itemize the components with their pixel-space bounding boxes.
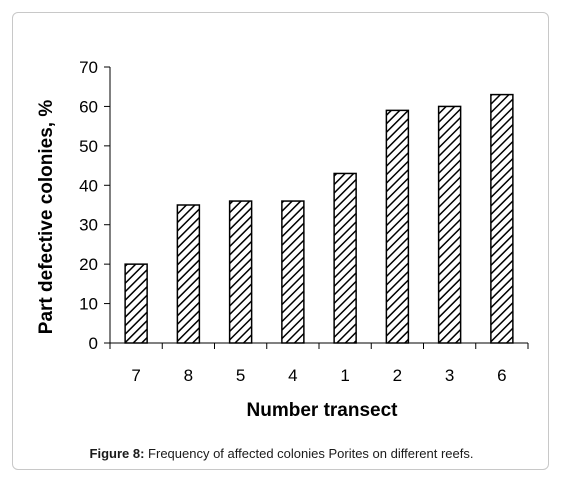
x-tick-label: 2	[393, 366, 402, 385]
caption-text: Frequency of affected colonies Porites o…	[148, 446, 474, 461]
bars	[124, 93, 514, 344]
x-tick-label: 1	[340, 366, 349, 385]
y-tick-label: 0	[89, 334, 98, 353]
bar	[281, 200, 305, 344]
x-tick-label: 7	[131, 366, 140, 385]
y-tick-label: 60	[79, 97, 98, 116]
y-tick-label: 50	[79, 137, 98, 156]
x-tick-label: 5	[236, 366, 245, 385]
y-tick-label: 40	[79, 176, 98, 195]
bar	[437, 105, 462, 344]
bar	[385, 109, 410, 344]
y-axis-title: Part defective colonies, %	[36, 100, 57, 335]
y-tick-label: 20	[79, 255, 98, 274]
bar	[333, 172, 357, 344]
axes	[104, 66, 529, 349]
labels: 0 10 20 30 40 50 60 70 7 8 5 4 1 2 3 6 Number transect Pa…	[36, 58, 507, 421]
x-tick-label: 4	[288, 366, 297, 385]
x-tick-label: 3	[445, 366, 454, 385]
x-axis-title: Number transect	[247, 400, 399, 421]
y-tick-label: 30	[79, 216, 98, 235]
bar	[176, 204, 201, 344]
figure-caption: Figure 8: Frequency of affected colonies…	[0, 446, 563, 461]
x-tick-label: 8	[184, 366, 193, 385]
caption-label: Figure 8:	[89, 446, 145, 461]
bar	[490, 93, 514, 344]
y-tick-label: 10	[79, 295, 98, 314]
bar	[228, 200, 253, 344]
bar	[124, 263, 148, 344]
y-tick-label: 70	[79, 58, 98, 77]
x-tick-label: 6	[497, 366, 506, 385]
